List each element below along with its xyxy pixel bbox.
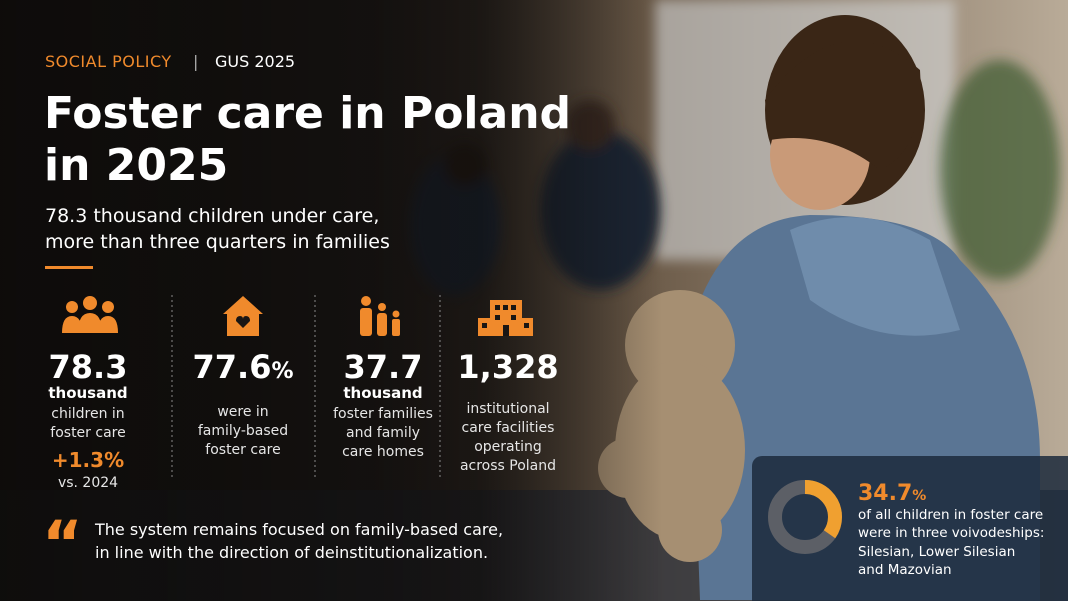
callout-line: Silesian, Lower Silesian bbox=[858, 544, 1015, 560]
stat-number-value: 1,328 bbox=[457, 348, 558, 386]
callout-line: and Mazovian bbox=[858, 562, 952, 578]
stat-unit: thousand bbox=[48, 384, 127, 402]
callout-line: were in three voivodeships: bbox=[858, 525, 1044, 541]
stat-change: +1.3% bbox=[52, 448, 124, 472]
stat-number: 78.3 bbox=[49, 348, 128, 386]
subtitle-line: 78.3 thousand children under care, bbox=[45, 205, 379, 227]
source: GUS 2025 bbox=[215, 52, 295, 71]
people-icon bbox=[62, 296, 118, 333]
callout-value: 34.7% bbox=[858, 481, 926, 506]
title-line: in 2025 bbox=[44, 140, 228, 191]
stat-description: across Poland bbox=[460, 458, 556, 474]
stat-number: 1,328 bbox=[457, 348, 558, 386]
stat-change-note: vs. 2024 bbox=[58, 475, 118, 491]
stat-description: were in bbox=[217, 404, 268, 420]
stat-description: operating bbox=[474, 439, 542, 455]
stat-description: institutional bbox=[466, 401, 549, 417]
stat-description: foster care bbox=[50, 425, 125, 441]
stat-description: children in bbox=[51, 406, 124, 422]
stat-description: foster care bbox=[205, 442, 280, 458]
stat-description: care facilities bbox=[462, 420, 555, 436]
stat-description: family-based bbox=[198, 423, 288, 439]
stat-number-value: 37.7 bbox=[344, 348, 423, 386]
title-line: Foster care in Poland bbox=[44, 88, 571, 139]
stat-description: care homes bbox=[342, 444, 424, 460]
house-icon bbox=[223, 296, 263, 336]
icons bbox=[62, 296, 533, 336]
kicker: SOCIAL POLICY bbox=[45, 52, 172, 71]
callout-line: of all children in foster care bbox=[858, 507, 1043, 523]
stat-description: foster families bbox=[333, 406, 433, 422]
quote-line: in line with the direction of deinstitut… bbox=[95, 543, 488, 562]
donut-arc bbox=[768, 480, 842, 554]
stat-unit: thousand bbox=[343, 384, 422, 402]
stat-number: 37.7 bbox=[344, 348, 423, 386]
subtitle-line: more than three quarters in families bbox=[45, 231, 390, 253]
family-icon bbox=[360, 296, 400, 336]
stat-number-value: 77.6 bbox=[193, 348, 272, 386]
separator: | bbox=[193, 52, 198, 71]
stat-suffix: % bbox=[271, 359, 293, 384]
stat-number: 77.6% bbox=[193, 348, 294, 386]
accent-rule bbox=[45, 266, 93, 269]
building-icon bbox=[478, 300, 533, 336]
quote-mark: “ bbox=[42, 507, 83, 580]
callout: 34.7% of all children in foster care wer… bbox=[752, 456, 1068, 601]
quote-line: The system remains focused on family-bas… bbox=[94, 520, 503, 539]
separators bbox=[171, 295, 441, 478]
stat-description: and family bbox=[346, 425, 420, 441]
stat-number-value: 78.3 bbox=[49, 348, 128, 386]
